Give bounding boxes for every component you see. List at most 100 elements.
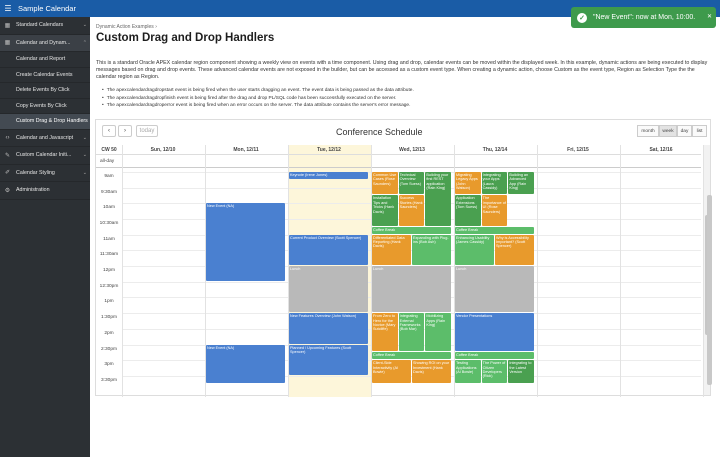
calendar-event[interactable]: The Power of Citizen Developers (Rick) xyxy=(481,360,508,383)
sidebar-item-label: Calendar and Javascript xyxy=(16,134,74,141)
today-button[interactable]: today xyxy=(136,125,158,137)
calendar-event[interactable]: Integrating your Apps (Laura Cassidy) xyxy=(481,171,508,195)
calendar-event[interactable]: New Features Overview (John Watson) xyxy=(289,313,368,344)
calendar-event[interactable]: Coffee Break xyxy=(455,352,534,360)
sidebar-item-create-events[interactable]: Create Calendar Events xyxy=(0,68,90,83)
calendar-event[interactable]: The Importance of UI (Rose Saunders) xyxy=(481,195,508,226)
sidebar-item-label: Delete Events By Click xyxy=(16,87,70,94)
chevron-up-icon: ⌃ xyxy=(82,39,87,46)
sidebar: ▦ Standard Calendars ⌄ ▦ Calendar and Dynam… xyxy=(0,17,90,457)
calendar-event[interactable]: Vendor Presentations xyxy=(455,313,534,352)
calendar-event[interactable]: Application Extensions (Tom Suess) xyxy=(455,195,481,226)
calendar-event[interactable]: Planned / Upcoming Features (Scott Spenc… xyxy=(289,344,368,375)
time-label: 9am xyxy=(104,173,114,179)
chevron-down-icon: ⌄ xyxy=(82,134,87,141)
calendar-event[interactable]: Lunch xyxy=(372,266,451,313)
sidebar-item-calendar-styling[interactable]: ✐ Calendar Styling ⌄ xyxy=(0,165,90,182)
time-label: 10am xyxy=(103,205,115,211)
day-header: Tue, 12/12 xyxy=(317,147,341,153)
calendar-event[interactable]: From Zero to Hero for the Novice (Mary S… xyxy=(372,313,398,352)
time-label: 11:30am xyxy=(99,252,119,258)
sidebar-item-administration[interactable]: ⚙ Administration xyxy=(0,182,90,200)
bullet-dragdropstart: The apexcalendardragdropstart event is b… xyxy=(102,87,414,95)
time-label: 9:30am xyxy=(101,189,117,195)
sidebar-item-label: Copy Events By Click xyxy=(16,102,67,109)
calendar-event[interactable]: Building an Advanced App (Rain King) xyxy=(508,171,534,195)
calendar-event[interactable]: Building your first REST application (Ra… xyxy=(425,171,451,226)
calendar-event[interactable]: New Event (NA) xyxy=(206,203,285,281)
next-button[interactable]: › xyxy=(118,125,132,137)
calendar-event[interactable]: Keynote (Irene Jones) xyxy=(289,171,368,179)
calendar-event[interactable]: Migrating Legacy Apps (John Watson) xyxy=(455,171,481,195)
calendar-event[interactable]: Technical Overview (Tom Suess) xyxy=(398,171,425,195)
time-label: 1pm xyxy=(104,299,114,305)
calendar-title: Conference Schedule xyxy=(336,127,423,137)
calendar-event[interactable]: Showing ROI on your Investment (Hank Dav… xyxy=(412,360,451,383)
event-bullet-list: The apexcalendardragdropstart event is b… xyxy=(102,87,414,110)
calendar-event[interactable]: Expanding with Plug-ins (Bob Ash) xyxy=(412,234,451,266)
week-number-label: CW 50 xyxy=(101,147,117,153)
calendar-event[interactable]: Integrating to the Latest Version xyxy=(508,360,534,383)
day-header: Sat, 12/16 xyxy=(649,147,673,153)
calendar-event[interactable]: Current Product Overview (Scott Spencer) xyxy=(289,234,368,266)
gear-icon: ⚙ xyxy=(4,187,11,194)
sidebar-item-copy-events[interactable]: Copy Events By Click xyxy=(0,99,90,114)
sidebar-item-label: Standard Calendars xyxy=(16,22,64,29)
calendar-event[interactable]: New Event (NA) xyxy=(206,344,285,383)
calendar-event[interactable]: Client-Side Interactivity (Al Bowie) xyxy=(372,360,411,383)
chevron-down-icon: ⌄ xyxy=(82,152,87,159)
sidebar-item-drag-drop[interactable]: Custom Drag & Drop Handlers xyxy=(0,114,90,130)
calendar-event[interactable]: Common Use Cases (Rose Saunders) xyxy=(372,171,398,195)
sidebar-item-label: Create Calendar Events xyxy=(16,71,73,78)
sidebar-item-calendar-javascript[interactable]: ‹› Calendar and Javascript ⌄ xyxy=(0,130,90,147)
calendar-event[interactable]: Integrating External Frameworks (Bob Mar… xyxy=(398,313,425,352)
calendar-event[interactable]: Enhancing Usability (James Cassidy) xyxy=(455,234,494,266)
view-list-button[interactable]: list xyxy=(692,125,707,137)
sidebar-item-calendar-dynamic[interactable]: ▦ Calendar and Dynam... ⌃ xyxy=(0,34,90,52)
chevron-down-icon: ⌄ xyxy=(82,169,87,176)
time-slot-line xyxy=(122,375,701,377)
calendar-event[interactable]: Installation Tips and Tricks (Hank Davis… xyxy=(372,195,398,226)
calendar-event[interactable]: Why is Accessibility Important? (Scott S… xyxy=(495,234,534,266)
calendar-event[interactable]: Mobilizing Apps (Rain King) xyxy=(425,313,451,352)
calendar-toolbar: ‹ › today Conference Schedule month week… xyxy=(96,120,712,144)
day-header: Mon, 12/11 xyxy=(233,147,259,153)
bullet-dragdroperror: The apexcalendardragdroperror event is b… xyxy=(102,102,414,110)
calendar-event[interactable]: Coffee Break xyxy=(372,226,451,234)
view-day-button[interactable]: day xyxy=(677,125,692,137)
calendar-event[interactable]: Coffee Break xyxy=(455,226,534,234)
day-column-divider xyxy=(454,145,455,397)
sidebar-item-custom-init[interactable]: ✎ Custom Calendar Initi... ⌄ xyxy=(0,147,90,165)
all-day-row[interactable]: all-day xyxy=(96,155,701,168)
time-slot-line xyxy=(122,360,701,362)
view-month-button[interactable]: month xyxy=(637,125,659,137)
menu-icon[interactable]: ☰ xyxy=(4,4,12,13)
calendar-event[interactable]: Success Stories (Hank Saunders) xyxy=(398,195,425,226)
breadcrumb[interactable]: Dynamic Action Examples › xyxy=(96,24,157,30)
view-week-button[interactable]: week xyxy=(659,125,677,137)
calendar-event[interactable]: Testing Applications (Al Bowie) xyxy=(455,360,481,383)
calendar-event[interactable]: Coffee Break xyxy=(372,352,451,360)
app-title[interactable]: Sample Calendar xyxy=(18,4,76,13)
time-slot-line xyxy=(122,250,701,252)
wrench-icon: ✎ xyxy=(4,152,11,159)
sidebar-item-calendar-report[interactable]: Calendar and Report xyxy=(0,52,90,68)
code-icon: ‹› xyxy=(5,134,10,141)
prev-button[interactable]: ‹ xyxy=(102,125,116,137)
sidebar-item-label: Calendar and Report xyxy=(16,56,66,63)
all-day-label: all-day xyxy=(100,159,115,164)
calendar-region: ‹ › today Conference Schedule month week… xyxy=(95,119,712,397)
day-header: Fri, 12/15 xyxy=(567,147,589,153)
calendar-event[interactable]: Differentiated Data Reporting (Hank Davi… xyxy=(372,234,411,266)
sidebar-item-label: Calendar Styling xyxy=(16,169,55,176)
calendar-event[interactable]: Lunch xyxy=(289,266,368,313)
sidebar-item-standard-calendars[interactable]: ▦ Standard Calendars ⌄ xyxy=(0,17,90,35)
calendar-event[interactable]: Lunch xyxy=(455,266,534,313)
time-label: 12pm xyxy=(103,268,115,274)
sidebar-item-label: Custom Drag & Drop Handlers xyxy=(16,118,88,125)
page-scrollbar[interactable] xyxy=(707,195,712,385)
check-icon: ✓ xyxy=(577,12,587,23)
time-label: 11am xyxy=(103,236,115,242)
sidebar-item-delete-events[interactable]: Delete Events By Click xyxy=(0,83,90,99)
close-icon[interactable]: ✕ xyxy=(706,14,712,20)
